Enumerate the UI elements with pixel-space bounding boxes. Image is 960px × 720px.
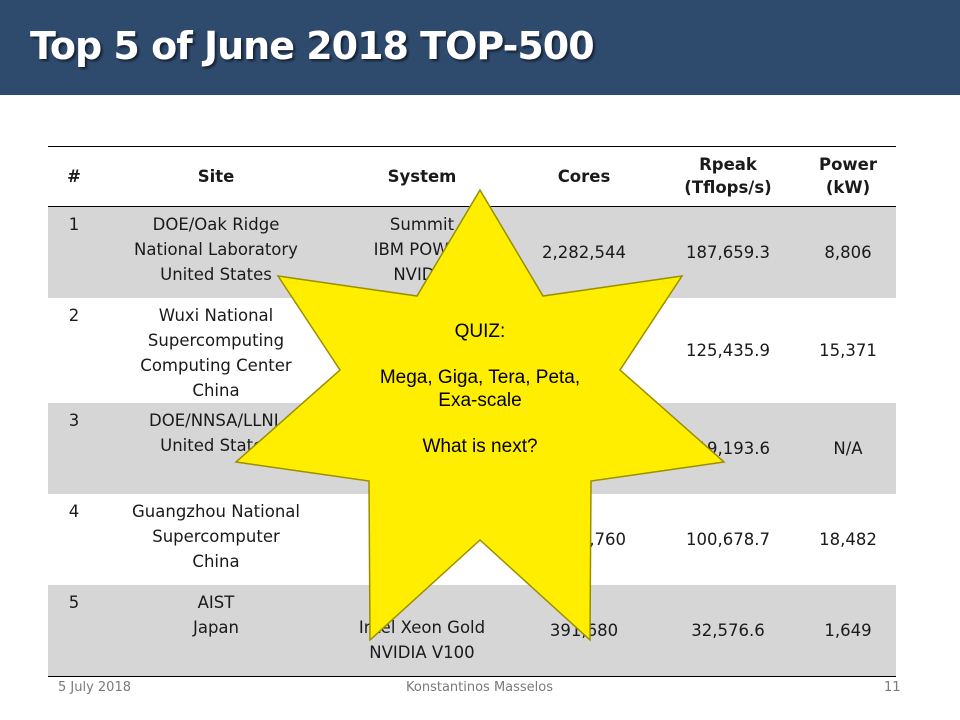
table-row: 2 Wuxi National Supercomputing Computing …	[48, 298, 896, 403]
footer-page-number: 11	[884, 680, 901, 695]
cell-rpeak: 32,576.6	[656, 585, 800, 677]
table-header-row: # Site System Cores Rpeak (Tflops/s) Powe…	[48, 146, 896, 207]
header-power-line2: (kW)	[825, 178, 871, 197]
site-line: Guangzhou National	[132, 502, 300, 521]
system-line: Intel Xeon Gold	[358, 618, 486, 637]
cell-power: N/A	[800, 403, 896, 494]
site-line: Computing Center	[140, 356, 292, 375]
cell-site: Guangzhou National Supercomputer China	[100, 494, 332, 585]
quiz-line	[330, 412, 630, 435]
header-power-line1: Power	[819, 155, 877, 174]
site-line: Japan	[192, 618, 240, 637]
footer-author: Konstantinos Masselos	[406, 680, 554, 695]
header-rank: #	[48, 146, 100, 207]
site-line: China	[192, 381, 240, 400]
header-rpeak-line2: (Tflops/s)	[684, 178, 772, 197]
top500-table: # Site System Cores Rpeak (Tflops/s) Powe…	[48, 146, 896, 677]
header-rpeak-line1: Rpeak	[699, 155, 757, 174]
cell-power: 18,482	[819, 530, 877, 549]
footer-date: 5 July 2018	[58, 680, 131, 695]
cell-power: 1,649	[800, 585, 896, 677]
cell-rank: 5	[48, 585, 100, 677]
header-cores: Cores	[512, 146, 656, 207]
site-line: China	[192, 552, 240, 571]
quiz-line: Exa-scale	[438, 390, 522, 411]
header-site: Site	[100, 146, 332, 207]
site-line: United States	[160, 436, 272, 455]
cell-site: AIST Japan	[100, 585, 332, 677]
cell-rpeak: 100,678.7	[686, 530, 770, 549]
quiz-text: QUIZ: Mega, Giga, Tera, Peta, Exa-scale …	[330, 320, 630, 458]
header-power: Power (kW)	[800, 146, 896, 207]
cell-power: 15,371	[819, 341, 877, 360]
cell-rpeak: 187,659.3	[656, 206, 800, 298]
cell-rank: 2	[68, 306, 80, 325]
site-line: National Laboratory	[134, 240, 298, 259]
cell-site: Wuxi National Supercomputing Computing Ce…	[100, 298, 332, 403]
quiz-line: What is next?	[422, 436, 538, 457]
site-line: Supercomputer	[152, 527, 280, 546]
cell-rpeak: 125,435.9	[686, 341, 770, 360]
site-line: Wuxi National Supercomputing	[147, 306, 285, 350]
cell-power: 8,806	[800, 206, 896, 298]
quiz-star-shape	[234, 188, 726, 642]
system-line: NVIDIA V100	[369, 643, 475, 662]
cell-rank: 3	[48, 403, 100, 494]
quiz-line: Mega, Giga, Tera, Peta,	[379, 367, 581, 388]
cell-system: Intel Xeon Gold NVIDIA V100	[332, 585, 512, 677]
slide-title: Top 5 of June 2018 TOP-500	[30, 24, 595, 68]
cell-rank: 4	[68, 502, 80, 521]
title-bar: Top 5 of June 2018 TOP-500	[0, 0, 960, 95]
system-line: Summit	[389, 215, 455, 234]
site-line: DOE/Oak Ridge	[152, 215, 280, 234]
table-row: 5 AIST Japan Intel Xeon Gold NVIDIA V100 3…	[48, 585, 896, 677]
header-rpeak: Rpeak (Tflops/s)	[656, 146, 800, 207]
site-line: AIST	[197, 593, 235, 612]
site-line: DOE/NNSA/LLNL	[149, 411, 283, 430]
site-line: United States	[160, 265, 272, 284]
quiz-line	[330, 343, 630, 366]
quiz-line: QUIZ:	[454, 321, 506, 342]
cell-rank: 1	[48, 206, 100, 298]
